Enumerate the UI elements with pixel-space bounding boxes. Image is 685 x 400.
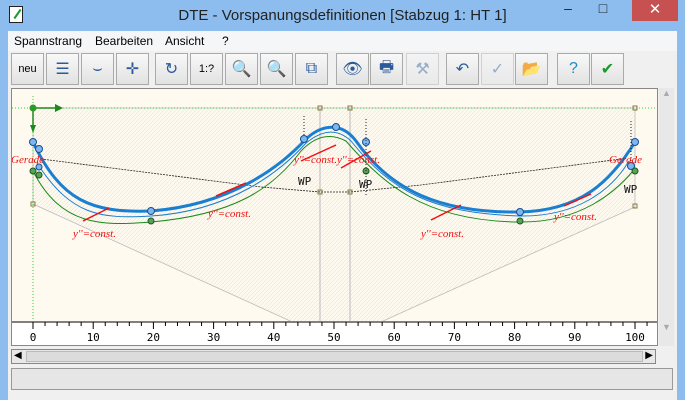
menu-bearbeiten[interactable]: Bearbeiten xyxy=(95,34,154,48)
label-gerade-left: Gerade xyxy=(12,154,44,166)
help-icon: ? xyxy=(569,60,578,77)
window-title: DTE - Vorspanungsdefinitionen [Stabzug 1… xyxy=(178,7,507,24)
ruler-tick-label: 50 xyxy=(327,331,340,344)
ruler-tick-label: 30 xyxy=(207,331,220,344)
ruler-tick-label: 100 xyxy=(625,331,645,344)
title-bar: DTE - Vorspanungsdefinitionen [Stabzug 1… xyxy=(0,0,685,31)
print-icon: 🖶 xyxy=(378,58,395,76)
ruler-tick-label: 20 xyxy=(147,331,160,344)
zoom-window-icon: ⧉ xyxy=(305,60,318,77)
check-search-icon: ✓ xyxy=(490,61,505,78)
close-button[interactable]: ✕ xyxy=(632,0,678,21)
status-bar xyxy=(11,368,673,390)
eye-icon: 👁 xyxy=(342,61,363,78)
menu-help[interactable]: ? xyxy=(222,34,229,48)
axis-curve-button[interactable]: ✛ xyxy=(116,53,149,85)
scale-ratio-button[interactable]: 1:? xyxy=(190,53,223,85)
menu-ansicht[interactable]: Ansicht xyxy=(165,34,205,48)
ruler-tick-label: 90 xyxy=(568,331,581,344)
zoom-window-button[interactable]: ⧉ xyxy=(295,53,328,85)
ruler-tick-label: 70 xyxy=(448,331,461,344)
zoom-in-button[interactable]: 🔍 xyxy=(225,53,258,85)
x-ruler: 0 10 20 30 40 50 60 70 80 90 100 xyxy=(12,321,657,345)
help-button[interactable]: ? xyxy=(557,53,590,85)
zoom-out-icon: 🔍 xyxy=(266,61,287,78)
curve-down-button[interactable]: ⌣ xyxy=(81,53,114,85)
print-button[interactable]: 🖶 xyxy=(370,53,403,85)
layers-icon: ☰ xyxy=(55,61,70,78)
vertical-scrollbar[interactable]: ▲ ▼ xyxy=(659,88,674,346)
label-wp-3: WP xyxy=(624,183,638,196)
tool-disabled-icon: ⚒ xyxy=(415,61,430,78)
ruler-tick-label: 0 xyxy=(30,331,37,344)
app-icon xyxy=(9,6,23,23)
scroll-up-icon[interactable]: ▲ xyxy=(662,88,671,98)
ok-check-button[interactable]: ✔ xyxy=(591,53,624,85)
tool-disabled-button[interactable]: ⚒ xyxy=(406,53,439,85)
label-wp-1: WP xyxy=(298,175,312,188)
menu-spannstrang[interactable]: Spannstrang xyxy=(14,34,83,48)
scroll-thumb[interactable] xyxy=(26,351,643,362)
rotate-button[interactable]: ↻ xyxy=(155,53,188,85)
new-icon: neu xyxy=(18,63,37,75)
minimize-button[interactable]: – xyxy=(564,0,572,16)
scroll-down-icon[interactable]: ▼ xyxy=(662,322,671,332)
axis-curve-icon: ✛ xyxy=(125,61,140,78)
scale-ratio-icon: 1:? xyxy=(198,63,215,75)
new-button[interactable]: neu xyxy=(11,53,44,85)
rotate-icon: ↻ xyxy=(164,61,179,78)
drawing-canvas[interactable]: Gerade Gerade y''=const. y''=const. y''=… xyxy=(11,88,658,346)
maximize-button[interactable]: □ xyxy=(598,0,608,16)
toolbar: neu ☰ ⌣ ✛ ↻ 1:? 🔍 🔍 ⧉ 👁 🖶 ⚒ ↶ ✓ 📂? ✔ xyxy=(8,51,677,87)
layers-button[interactable]: ☰ xyxy=(46,53,79,85)
ruler-tick-label: 40 xyxy=(267,331,280,344)
undo-icon: ↶ xyxy=(455,61,470,78)
label-const-2: y''=const. xyxy=(207,208,251,220)
label-const-4: y''=const. xyxy=(420,228,464,240)
check-search-button[interactable]: ✓ xyxy=(481,53,514,85)
scroll-right-icon[interactable]: ▶ xyxy=(645,350,653,361)
ruler-tick-label: 10 xyxy=(87,331,100,344)
zoom-in-icon: 🔍 xyxy=(231,61,252,78)
zoom-out-button[interactable]: 🔍 xyxy=(260,53,293,85)
ruler-tick-label: 60 xyxy=(388,331,401,344)
horizontal-scrollbar[interactable]: ◀ ▶ xyxy=(11,349,656,364)
scroll-left-icon[interactable]: ◀ xyxy=(14,350,22,361)
label-const-5: y''=const. xyxy=(553,211,597,223)
open-folder-icon: 📂 xyxy=(521,61,542,78)
curve-down-icon: ⌣ xyxy=(92,60,103,77)
label-const-1: y''=const. xyxy=(72,228,116,240)
ok-check-icon: ✔ xyxy=(600,61,615,78)
menu-bar: Spannstrang Bearbeiten Ansicht ? xyxy=(8,31,677,51)
label-const-3: y''=const.y''=const. xyxy=(293,154,380,166)
ruler-tick-label: 80 xyxy=(508,331,521,344)
eye-button[interactable]: 👁 xyxy=(336,53,369,85)
undo-button[interactable]: ↶ xyxy=(446,53,479,85)
open-folder-button[interactable]: 📂 xyxy=(515,53,548,85)
label-gerade-right: Gerade xyxy=(609,154,642,166)
label-wp-2: WP xyxy=(359,178,373,191)
